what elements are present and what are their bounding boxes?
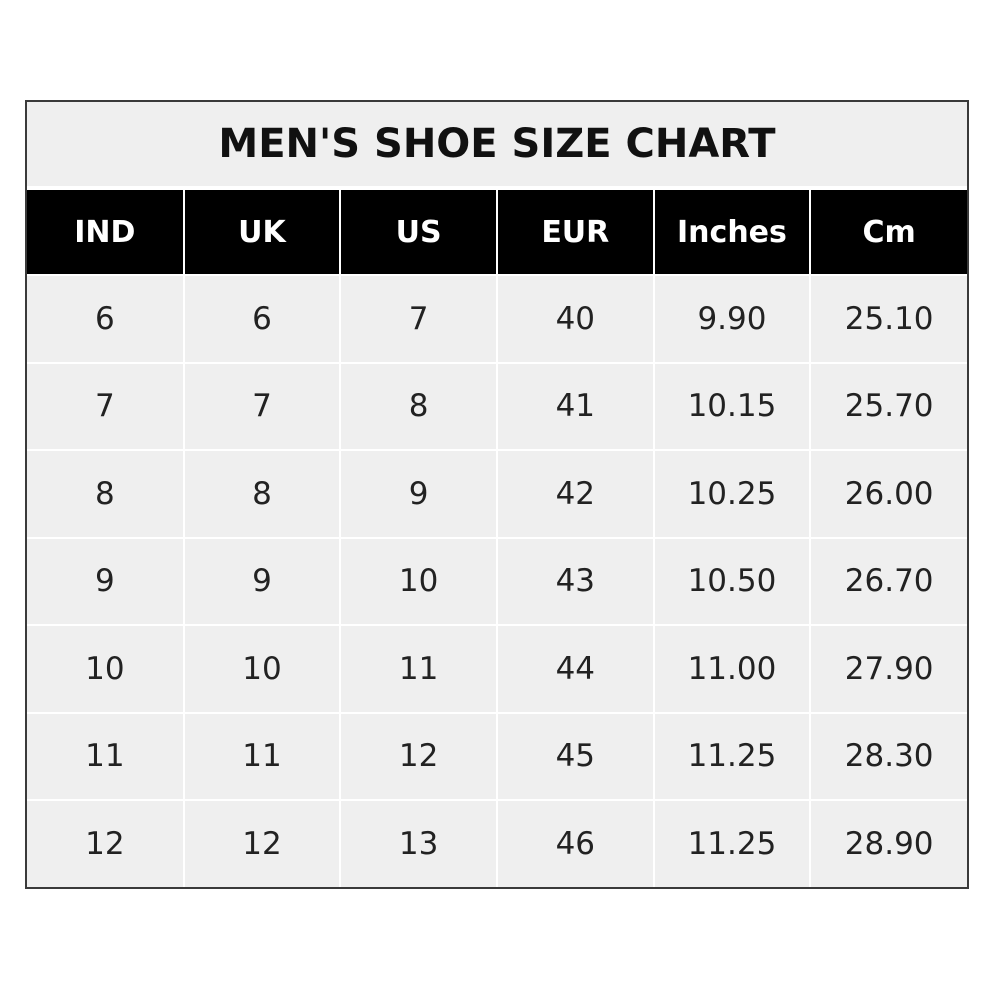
cell-inches: 10.50 xyxy=(652,536,812,626)
cell-uk: 7 xyxy=(182,361,342,451)
table-row: 6 6 7 40 9.90 25.10 xyxy=(27,274,967,364)
cell-cm: 28.90 xyxy=(809,799,967,887)
cell-uk: 6 xyxy=(182,274,342,364)
cell-cm: 26.70 xyxy=(809,536,967,626)
table-row: 9 9 10 43 10.50 26.70 xyxy=(27,536,967,626)
cell-uk: 9 xyxy=(182,536,342,626)
table-row: 11 11 12 45 11.25 28.30 xyxy=(27,711,967,801)
cell-eur: 43 xyxy=(495,536,655,626)
cell-ind: 7 xyxy=(27,361,185,451)
cell-eur: 46 xyxy=(495,799,655,887)
cell-us: 7 xyxy=(339,274,498,364)
cell-cm: 27.90 xyxy=(809,624,967,714)
cell-us: 13 xyxy=(339,799,498,887)
cell-ind: 6 xyxy=(27,274,185,364)
column-header-ind: IND xyxy=(27,188,185,276)
cell-cm: 26.00 xyxy=(809,449,967,539)
cell-inches: 10.15 xyxy=(652,361,812,451)
cell-inches: 11.25 xyxy=(652,799,812,887)
table-row: 8 8 9 42 10.25 26.00 xyxy=(27,449,967,539)
cell-uk: 8 xyxy=(182,449,342,539)
column-header-eur: EUR xyxy=(495,188,655,276)
cell-inches: 11.25 xyxy=(652,711,812,801)
cell-us: 9 xyxy=(339,449,498,539)
cell-cm: 25.70 xyxy=(809,361,967,451)
cell-us: 12 xyxy=(339,711,498,801)
cell-eur: 42 xyxy=(495,449,655,539)
size-chart: MEN'S SHOE SIZE CHART IND UK US EUR Inches Cm… xyxy=(25,100,969,889)
cell-ind: 8 xyxy=(27,449,185,539)
table-row: 12 12 13 46 11.25 28.90 xyxy=(27,799,967,887)
cell-uk: 11 xyxy=(182,711,342,801)
column-header-us: US xyxy=(339,188,498,276)
cell-inches: 9.90 xyxy=(652,274,812,364)
cell-inches: 11.00 xyxy=(652,624,812,714)
header-row: IND UK US EUR Inches Cm xyxy=(27,188,967,276)
cell-ind: 11 xyxy=(27,711,185,801)
chart-title: MEN'S SHOE SIZE CHART xyxy=(27,102,967,188)
column-header-cm: Cm xyxy=(809,188,967,276)
cell-ind: 12 xyxy=(27,799,185,887)
cell-ind: 9 xyxy=(27,536,185,626)
cell-ind: 10 xyxy=(27,624,185,714)
cell-eur: 45 xyxy=(495,711,655,801)
cell-inches: 10.25 xyxy=(652,449,812,539)
size-table: IND UK US EUR Inches Cm 6 6 7 40 9.90 25.10 7 7 8 41 10… xyxy=(27,188,967,887)
table-row: 7 7 8 41 10.15 25.70 xyxy=(27,361,967,451)
cell-us: 10 xyxy=(339,536,498,626)
cell-cm: 28.30 xyxy=(809,711,967,801)
cell-uk: 10 xyxy=(182,624,342,714)
cell-eur: 41 xyxy=(495,361,655,451)
cell-us: 11 xyxy=(339,624,498,714)
cell-us: 8 xyxy=(339,361,498,451)
cell-cm: 25.10 xyxy=(809,274,967,364)
cell-eur: 40 xyxy=(495,274,655,364)
cell-uk: 12 xyxy=(182,799,342,887)
column-header-uk: UK xyxy=(182,188,342,276)
table-row: 10 10 11 44 11.00 27.90 xyxy=(27,624,967,714)
column-header-inches: Inches xyxy=(652,188,812,276)
cell-eur: 44 xyxy=(495,624,655,714)
